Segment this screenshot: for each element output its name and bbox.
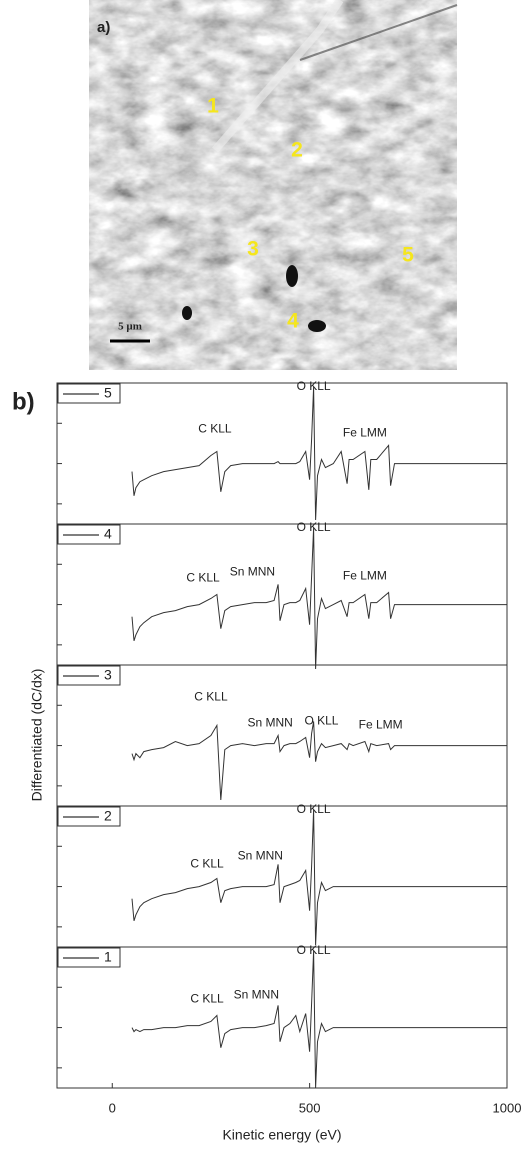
peak-annotation: C KLL [190, 857, 224, 871]
image-label: a) [97, 19, 110, 36]
peak-annotation: Fe LMM [343, 569, 387, 583]
panel-frame [56, 523, 508, 666]
peak-annotation: Sn MNN [238, 849, 283, 863]
chart-label: b) [12, 388, 35, 415]
peak-annotation: O KLL [297, 943, 331, 957]
legend-label: 2 [104, 808, 112, 824]
peak-annotation: C KLL [190, 992, 224, 1006]
legend-label: 4 [104, 526, 112, 542]
x-tick-label: 1000 [493, 1100, 522, 1115]
peak-annotation: Fe LMM [343, 426, 387, 440]
peak-annotation: O KLL [297, 379, 331, 393]
panel-frame [56, 664, 508, 807]
peak-annotation: C KLL [198, 422, 232, 436]
x-axis-label: Kinetic energy (eV) [222, 1127, 341, 1143]
panel-frame [56, 805, 508, 948]
sem-image: a) 1 2 3 4 5 5 µm [89, 0, 458, 370]
legend-label: 1 [104, 949, 112, 965]
peak-annotation: O KLL [297, 802, 331, 816]
sem-feature [211, 0, 344, 153]
spectrum-line [131, 950, 507, 1089]
peak-annotation: O KLL [297, 520, 331, 534]
sem-pit [286, 265, 298, 287]
spectrum-line [131, 721, 507, 801]
sem-pit [308, 320, 326, 332]
spectrum-line [131, 527, 507, 670]
region-label: 1 [207, 95, 219, 118]
spectrum-line [131, 809, 507, 946]
x-tick-label: 0 [109, 1100, 116, 1115]
legend-label: 3 [104, 667, 112, 683]
panel-frame [56, 946, 508, 1089]
region-label: 3 [247, 238, 259, 261]
panel-frame [56, 382, 508, 525]
sem-pit [182, 306, 192, 320]
sem-texture [89, 0, 457, 370]
y-axis-label: Differentiated (dC/dx) [29, 669, 45, 802]
peak-annotation: Fe LMM [359, 718, 403, 732]
peak-annotation: O KLL [304, 714, 338, 728]
peak-annotation: Sn MNN [234, 988, 279, 1002]
legend-label: 5 [104, 385, 112, 401]
peak-annotation: Sn MNN [230, 565, 275, 579]
x-tick-label: 500 [299, 1100, 321, 1115]
region-label: 2 [291, 139, 303, 162]
sem-feature [299, 4, 458, 61]
spectrum-line [131, 386, 507, 521]
region-label: 5 [402, 244, 414, 267]
scale-bar-label: 5 µm [118, 321, 142, 333]
region-label: 4 [287, 310, 299, 333]
peak-annotation: Sn MNN [247, 716, 292, 730]
peak-annotation: C KLL [194, 689, 228, 703]
peak-annotation: C KLL [186, 571, 220, 585]
